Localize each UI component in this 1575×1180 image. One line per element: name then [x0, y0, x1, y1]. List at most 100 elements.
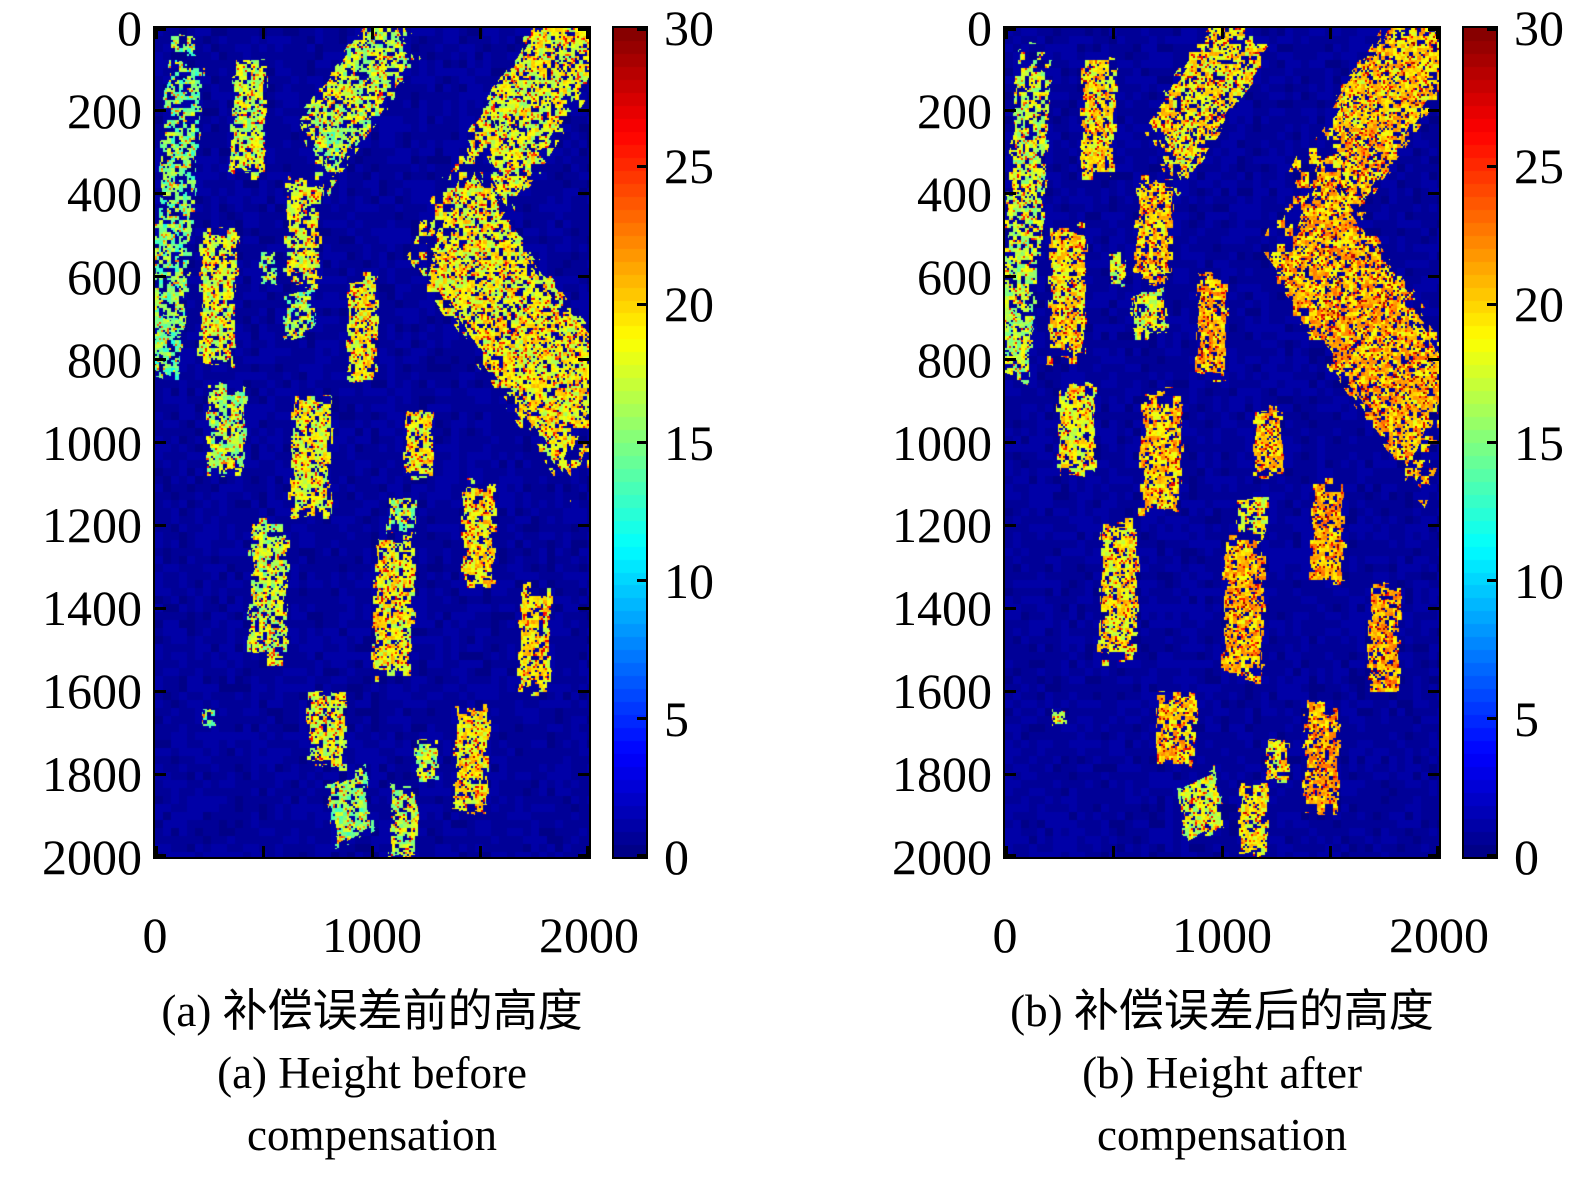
- x-axis-tick: [370, 28, 374, 39]
- colorbar-tick-label: 0: [664, 829, 689, 885]
- x-axis-tick: [155, 846, 158, 857]
- x-axis-tick: [1220, 28, 1224, 39]
- colorbar-tick: [1487, 302, 1496, 306]
- x-tick-label: 2000: [539, 907, 639, 963]
- y-tick-label: 600: [67, 248, 142, 305]
- colorbar-tick-label: 15: [664, 414, 714, 471]
- x-axis-tick: [1329, 28, 1332, 39]
- y-axis-tick: [1428, 275, 1439, 279]
- y-axis-tick: [1005, 192, 1016, 196]
- y-axis-tick: [155, 192, 166, 196]
- colorbar-tick-label: 5: [1514, 690, 1539, 747]
- y-tick-label: 1800: [42, 746, 142, 803]
- x-axis-tick: [479, 846, 482, 857]
- heatmap-plot-a: [153, 26, 591, 859]
- x-axis-tick: [1436, 846, 1439, 857]
- colorbar-tick-label: 10: [664, 552, 714, 609]
- x-axis-tick: [155, 28, 158, 39]
- colorbar-tick: [637, 28, 646, 31]
- x-tick-label: 0: [142, 907, 168, 963]
- colorbar-tick-label: 30: [1514, 0, 1564, 56]
- y-axis-tick: [1428, 441, 1439, 444]
- x-axis-tick: [479, 28, 482, 39]
- x-axis-tick: [262, 846, 265, 857]
- y-tick-label: 200: [917, 82, 992, 139]
- colorbar-tick: [637, 579, 646, 583]
- x-axis-tick: [1220, 846, 1224, 857]
- y-axis-tick: [578, 854, 589, 857]
- colorbar-tick: [637, 441, 646, 444]
- y-axis-tick: [578, 606, 589, 610]
- colorbar-tick-label: 30: [664, 0, 714, 56]
- colorbar-tick-label: 10: [1514, 552, 1564, 609]
- y-axis-tick: [1428, 854, 1439, 857]
- caption-a: (a) 补偿误差前的高度 (a) Height before compensat…: [52, 980, 692, 1166]
- y-axis-tick: [155, 606, 166, 610]
- y-axis-tick: [1428, 689, 1439, 693]
- x-tick-label: 1000: [1172, 907, 1272, 963]
- colorbar-tick: [637, 302, 646, 306]
- x-tick-label: 1000: [322, 907, 422, 963]
- y-axis-tick: [578, 109, 589, 113]
- y-axis-tick: [578, 689, 589, 693]
- y-axis-tick: [578, 28, 589, 31]
- y-axis-tick: [155, 689, 166, 693]
- caption-b-line-3: compensation: [1097, 1110, 1347, 1160]
- colorbar-tick: [1487, 854, 1496, 857]
- y-tick-label: 0: [117, 0, 142, 56]
- y-axis-tick: [1005, 854, 1016, 857]
- y-tick-label: 2000: [892, 829, 992, 885]
- y-tick-label: 600: [917, 248, 992, 305]
- y-axis-tick: [1428, 523, 1439, 527]
- y-axis-tick: [1428, 192, 1439, 196]
- heatmap-canvas-b: [1005, 28, 1439, 857]
- y-axis-tick: [1428, 772, 1439, 776]
- colorbar-tick: [1487, 28, 1496, 31]
- colorbar-tick: [637, 164, 646, 168]
- caption-a-line-3: compensation: [247, 1110, 497, 1160]
- y-tick-label: 0: [967, 0, 992, 56]
- y-tick-label: 400: [67, 165, 142, 222]
- heatmap-canvas-a: [155, 28, 589, 857]
- y-tick-label: 1600: [892, 663, 992, 720]
- x-axis-tick: [1005, 28, 1008, 39]
- y-tick-label: 200: [67, 82, 142, 139]
- x-axis-tick: [1329, 846, 1332, 857]
- y-tick-label: 1000: [42, 414, 142, 471]
- caption-a-line-2: (a) Height before: [217, 1048, 527, 1098]
- y-axis-tick: [1428, 109, 1439, 113]
- y-axis-tick: [578, 523, 589, 527]
- colorbar-tick-label: 20: [1514, 276, 1564, 333]
- y-axis-tick: [1005, 606, 1016, 610]
- caption-b-line-1: (b) 补偿误差后的高度: [1010, 986, 1434, 1036]
- y-axis-tick: [155, 772, 166, 776]
- colorbar-tick-label: 15: [1514, 414, 1564, 471]
- y-tick-label: 800: [917, 331, 992, 388]
- y-axis-tick: [1005, 28, 1016, 31]
- caption-b-line-2: (b) Height after: [1082, 1048, 1362, 1098]
- x-axis-tick: [1112, 846, 1115, 857]
- colorbar-tick-label: 5: [664, 690, 689, 747]
- y-tick-label: 400: [917, 165, 992, 222]
- colorbar-tick: [637, 854, 646, 857]
- y-axis-tick: [578, 441, 589, 444]
- y-axis-tick: [1428, 28, 1439, 31]
- y-tick-label: 1400: [42, 580, 142, 637]
- heatmap-plot-b: [1003, 26, 1441, 859]
- y-axis-tick: [578, 192, 589, 196]
- y-axis-tick: [155, 28, 166, 31]
- y-axis-tick: [1428, 606, 1439, 610]
- y-axis-tick: [1005, 275, 1016, 279]
- y-axis-tick: [155, 275, 166, 279]
- y-axis-tick: [578, 772, 589, 776]
- colorbar-b: [1462, 26, 1498, 859]
- x-axis-tick: [1112, 28, 1115, 39]
- y-axis-tick: [1005, 109, 1016, 113]
- x-axis-tick: [1436, 28, 1439, 39]
- y-axis-tick: [1005, 441, 1016, 444]
- y-axis-tick: [1428, 358, 1439, 362]
- caption-a-line-1: (a) 补偿误差前的高度: [161, 986, 583, 1036]
- colorbar-tick-label: 0: [1514, 829, 1539, 885]
- x-axis-tick: [586, 846, 589, 857]
- x-tick-label: 0: [992, 907, 1018, 963]
